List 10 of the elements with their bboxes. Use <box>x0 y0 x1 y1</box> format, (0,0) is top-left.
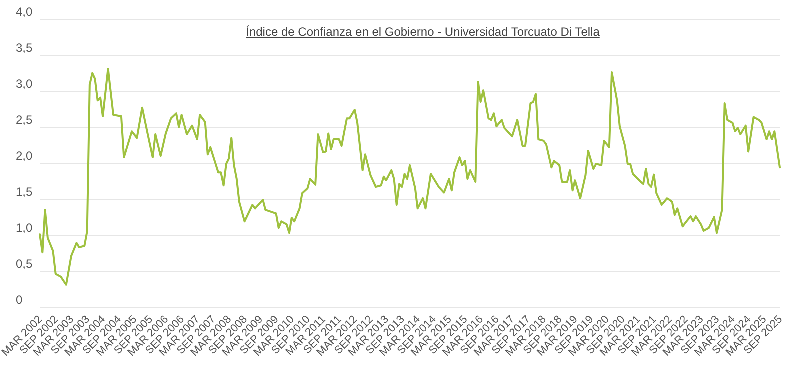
y-tick-label: 2,0 <box>16 149 34 163</box>
y-tick-label: 0 <box>16 293 23 307</box>
y-tick-label: 0,5 <box>16 257 34 271</box>
y-tick-label: 2,5 <box>16 113 34 127</box>
y-tick-label: 4,0 <box>16 5 34 19</box>
y-tick-label: 1,0 <box>16 221 34 235</box>
chart-title: Índice de Confianza en el Gobierno - Universidad Torcuato Di Tella <box>246 25 600 39</box>
y-tick-label: 3,0 <box>16 77 34 91</box>
y-tick-label: 1,5 <box>16 185 34 199</box>
y-tick-label: 3,5 <box>16 41 34 55</box>
